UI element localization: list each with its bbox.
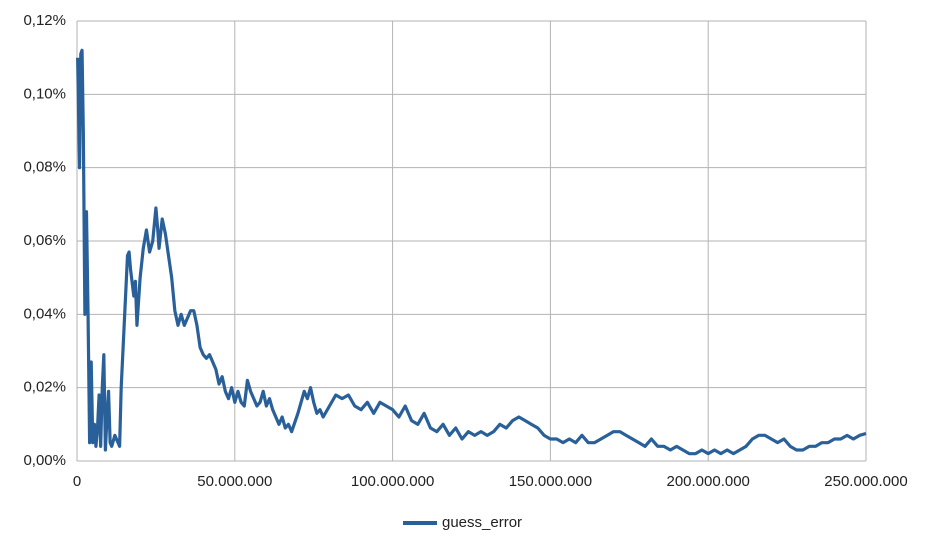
y-tick-label: 0,08% — [23, 159, 66, 176]
y-tick-label: 0,02% — [23, 379, 66, 396]
y-tick-label: 0,04% — [23, 305, 66, 322]
x-tick-label: 150.000.000 — [509, 473, 592, 490]
x-tick-label: 50.000.000 — [197, 473, 272, 490]
x-tick-label: 100.000.000 — [351, 473, 434, 490]
y-tick-label: 0,06% — [23, 232, 66, 249]
legend-label: guess_error — [442, 514, 522, 531]
x-tick-label: 200.000.000 — [666, 473, 749, 490]
data-line — [76, 48, 867, 456]
y-tick-label: 0,12% — [23, 12, 66, 29]
y-tick-label: 0,00% — [23, 452, 66, 469]
y-tick-label: 0,10% — [23, 85, 66, 102]
x-tick-label: 0 — [73, 473, 81, 490]
x-tick-label: 250.000.000 — [824, 473, 907, 490]
